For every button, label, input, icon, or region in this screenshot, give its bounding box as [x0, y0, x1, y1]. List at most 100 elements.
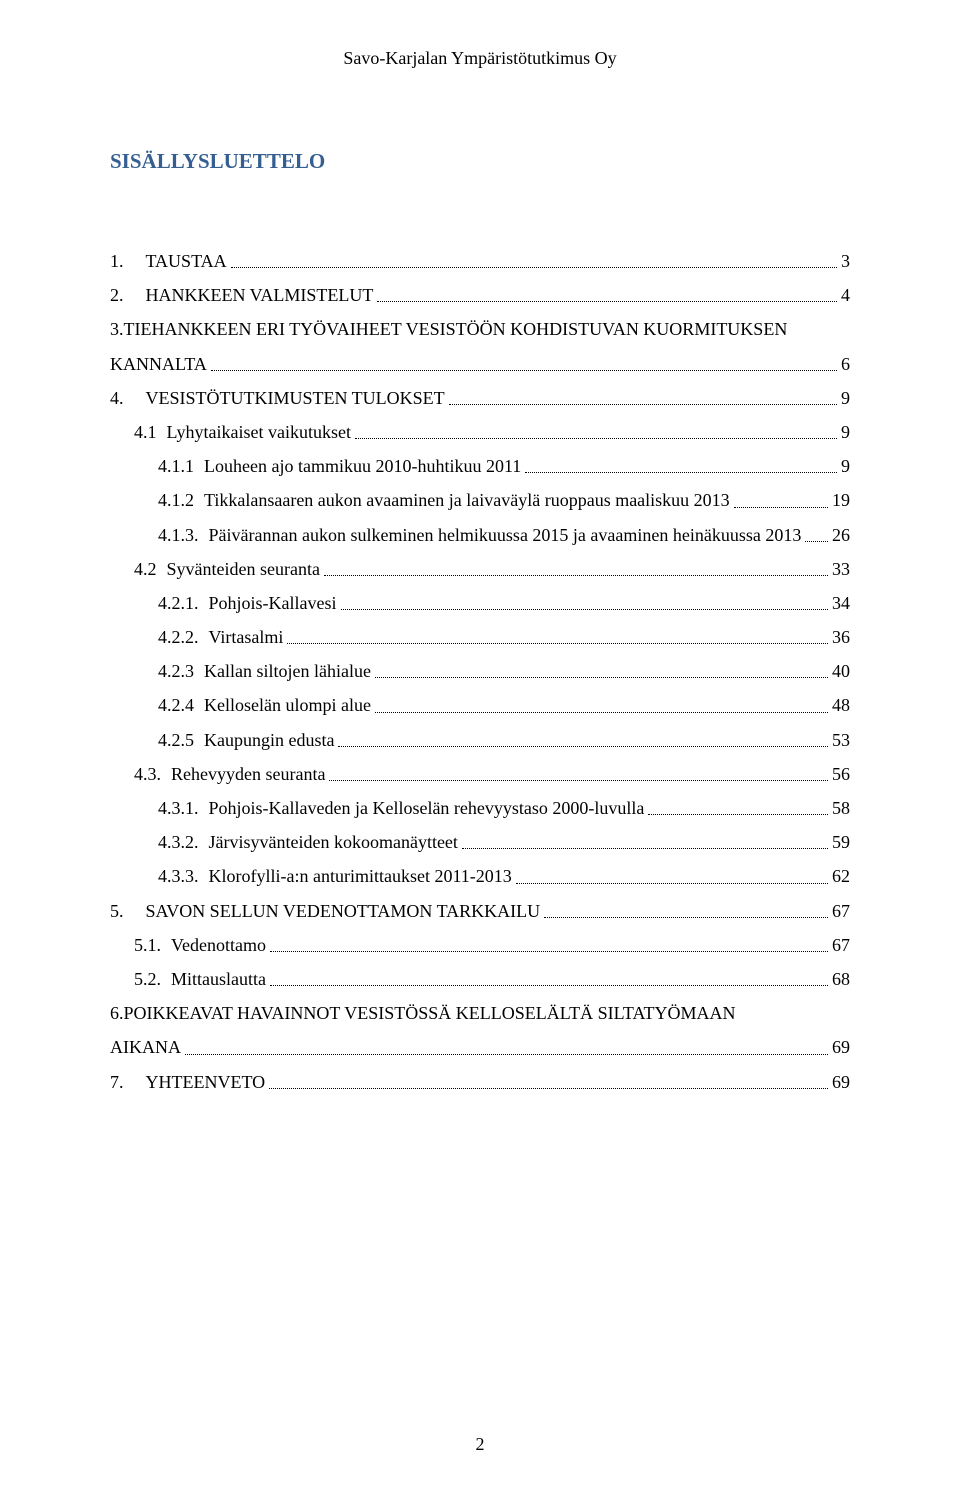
toc-entry-page: 33: [832, 552, 850, 586]
toc-leader-dots: [270, 951, 828, 952]
toc-leader-dots: [287, 643, 828, 644]
toc-leader-dots: [355, 438, 837, 439]
table-of-contents: 1. TAUSTAA32. HANKKEEN VALMISTELUT43.TIE…: [110, 244, 850, 1099]
toc-entry-number: 6.: [110, 996, 124, 1030]
toc-entry-number: 4.1: [134, 415, 167, 449]
toc-entry-page: 67: [832, 928, 850, 962]
toc-entry-number: 3.: [110, 312, 124, 346]
toc-entry-number: 4.3.: [134, 757, 171, 791]
toc-entry: 4.3.3. Klorofylli-a:n anturimittaukset 2…: [110, 859, 850, 893]
toc-entry-label: Louheen ajo tammikuu 2010-huhtikuu 2011: [204, 449, 521, 483]
toc-entry-label: Syvänteiden seuranta: [167, 552, 320, 586]
toc-entry-number: 2.: [110, 278, 146, 312]
toc-entry: 2. HANKKEEN VALMISTELUT4: [110, 278, 850, 312]
toc-entry-number: 5.2.: [134, 962, 171, 996]
toc-entry-page: 9: [841, 449, 850, 483]
toc-leader-dots: [805, 541, 828, 542]
toc-entry: 3.TIEHANKKEEN ERI TYÖVAIHEET VESISTÖÖN K…: [110, 312, 850, 380]
toc-entry: 4.3.2. Järvisyvänteiden kokoomanäytteet 5…: [110, 825, 850, 859]
toc-leader-dots: [269, 1088, 828, 1089]
toc-title: SISÄLLYSLUETTELO: [110, 149, 850, 174]
page-header: Savo-Karjalan Ympäristötutkimus Oy: [110, 48, 850, 69]
toc-entry-page: 53: [832, 723, 850, 757]
toc-entry-label: Klorofylli-a:n anturimittaukset 2011-201…: [209, 859, 512, 893]
toc-entry-page: 62: [832, 859, 850, 893]
page-number: 2: [476, 1434, 485, 1454]
toc-entry-label: Pohjois-Kallavesi: [209, 586, 337, 620]
toc-entry-label: POIKKEAVAT HAVAINNOT VESISTÖSSÄ KELLOSEL…: [124, 996, 736, 1030]
toc-entry: 4.1.1 Louheen ajo tammikuu 2010-huhtikuu…: [110, 449, 850, 483]
toc-entry-label: Kallan siltojen lähialue: [204, 654, 371, 688]
toc-leader-dots: [324, 575, 828, 576]
toc-entry-label: SAVON SELLUN VEDENOTTAMON TARKKAILU: [146, 894, 541, 928]
toc-entry-page: 26: [832, 518, 850, 552]
toc-entry-page: 58: [832, 791, 850, 825]
toc-entry-label: KANNALTA: [110, 347, 207, 381]
toc-entry-number: 4.2.3: [158, 654, 204, 688]
page: Savo-Karjalan Ympäristötutkimus Oy SISÄL…: [0, 0, 960, 1485]
toc-entry: 4. VESISTÖTUTKIMUSTEN TULOKSET9: [110, 381, 850, 415]
toc-entry-page: 68: [832, 962, 850, 996]
toc-entry-label: YHTEENVETO: [146, 1065, 266, 1099]
toc-entry-number: 5.1.: [134, 928, 171, 962]
toc-entry-page: 40: [832, 654, 850, 688]
toc-entry-page: 4: [841, 278, 850, 312]
toc-entry: 4.2.1. Pohjois-Kallavesi 34: [110, 586, 850, 620]
toc-entry-page: 34: [832, 586, 850, 620]
toc-entry-label: Järvisyvänteiden kokoomanäytteet: [209, 825, 458, 859]
toc-entry-page: 6: [841, 347, 850, 381]
toc-leader-dots: [375, 677, 828, 678]
toc-entry-page: 59: [832, 825, 850, 859]
toc-entry-label: Päivärannan aukon sulkeminen helmikuussa…: [209, 518, 802, 552]
toc-entry-label: Virtasalmi: [209, 620, 284, 654]
toc-entry: 4.2 Syvänteiden seuranta 33: [110, 552, 850, 586]
toc-entry: 4.2.2. Virtasalmi 36: [110, 620, 850, 654]
toc-leader-dots: [338, 746, 828, 747]
toc-entry-number: 4.2.4: [158, 688, 204, 722]
toc-entry: 4.1.3. Päivärannan aukon sulkeminen helm…: [110, 518, 850, 552]
toc-entry-number: 4.1.3.: [158, 518, 209, 552]
toc-leader-dots: [375, 712, 828, 713]
toc-leader-dots: [525, 472, 837, 473]
toc-leader-dots: [270, 985, 828, 986]
toc-entry-label: TIEHANKKEEN ERI TYÖVAIHEET VESISTÖÖN KOH…: [124, 312, 788, 346]
toc-entry: 4.3. Rehevyyden seuranta56: [110, 757, 850, 791]
toc-entry-label: Kelloselän ulompi alue: [204, 688, 371, 722]
toc-entry-page: 9: [841, 415, 850, 449]
toc-leader-dots: [211, 370, 837, 371]
toc-entry-page: 9: [841, 381, 850, 415]
toc-leader-dots: [734, 507, 828, 508]
toc-entry-label: Tikkalansaaren aukon avaaminen ja laivav…: [204, 483, 730, 517]
toc-entry: 4.1 Lyhytaikaiset vaikutukset9: [110, 415, 850, 449]
toc-entry: 5.1. Vedenottamo67: [110, 928, 850, 962]
toc-entry-number: 4.2: [134, 552, 167, 586]
toc-leader-dots: [516, 883, 828, 884]
page-footer: 2: [0, 1434, 960, 1455]
toc-entry-label: AIKANA: [110, 1030, 181, 1064]
toc-entry-label: Mittauslautta: [171, 962, 266, 996]
toc-entry: 4.2.4 Kelloselän ulompi alue48: [110, 688, 850, 722]
toc-leader-dots: [341, 609, 829, 610]
toc-leader-dots: [231, 267, 837, 268]
toc-entry-number: 1.: [110, 244, 146, 278]
toc-entry-number: 4.2.5: [158, 723, 204, 757]
toc-entry-page: 36: [832, 620, 850, 654]
toc-leader-dots: [185, 1054, 828, 1055]
toc-entry-number: 4.1.2: [158, 483, 204, 517]
toc-entry-number: 4.3.1.: [158, 791, 209, 825]
toc-entry-number: 4.3.2.: [158, 825, 209, 859]
toc-entry-number: 4.2.2.: [158, 620, 209, 654]
toc-entry: 4.2.5 Kaupungin edusta53: [110, 723, 850, 757]
toc-leader-dots: [544, 917, 828, 918]
toc-entry-page: 3: [841, 244, 850, 278]
toc-entry-number: 4.1.1: [158, 449, 204, 483]
toc-entry-page: 69: [832, 1030, 850, 1064]
toc-entry-label: Pohjois-Kallaveden ja Kelloselän rehevyy…: [209, 791, 645, 825]
toc-entry: 4.3.1. Pohjois-Kallaveden ja Kelloselän …: [110, 791, 850, 825]
toc-leader-dots: [462, 848, 828, 849]
toc-entry: 4.2.3 Kallan siltojen lähialue 40: [110, 654, 850, 688]
toc-entry-number: 4.2.1.: [158, 586, 209, 620]
toc-leader-dots: [377, 301, 837, 302]
toc-entry-number: 4.: [110, 381, 146, 415]
toc-entry: 1. TAUSTAA3: [110, 244, 850, 278]
